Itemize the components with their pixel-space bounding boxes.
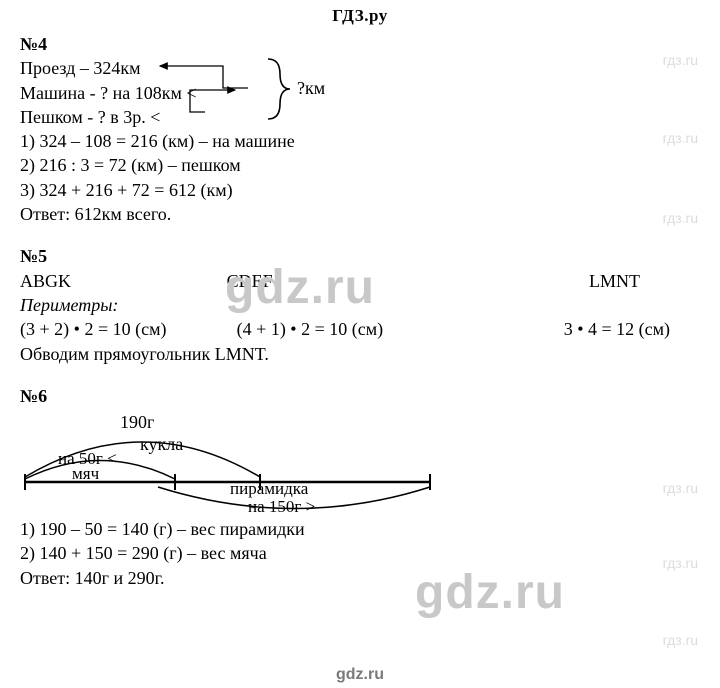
p6-pyramid-rel: на 150г >	[248, 497, 315, 512]
p5-perimeters-label: Периметры:	[20, 293, 700, 317]
problem6-step2: 2) 140 + 150 = 290 (г) – вес мяча	[20, 541, 700, 565]
p6-ball-label: мяч	[72, 464, 100, 483]
problem4-arrows: ?км	[140, 54, 440, 134]
problem4-title: №4	[20, 32, 700, 56]
problem6-diagram: 190г кукла на 50г < мяч пирамидка на 150…	[20, 412, 440, 512]
problem4-step3: 3) 324 + 216 + 72 = 612 (км)	[20, 178, 700, 202]
problem4-body: Проезд – 324км Машина - ? на 108км < Пеш…	[20, 56, 700, 129]
p5-shape1: ABGK	[20, 269, 227, 293]
p5-perim3: 3 • 4 = 12 (см)	[453, 317, 700, 341]
p6-pyramid-label: пирамидка	[230, 479, 309, 498]
footer-watermark: gdz.ru	[0, 666, 720, 684]
watermark-small: гдз.ru	[663, 480, 698, 496]
problem6-step1: 1) 190 – 50 = 140 (г) – вес пирамидки	[20, 517, 700, 541]
problem4-answer: Ответ: 612км всего.	[20, 202, 700, 226]
p5-shape2: CDEF	[227, 269, 434, 293]
p4-l3-label: Пешком - ? в	[20, 107, 123, 127]
problem6-answer: Ответ: 140г и 290г.	[20, 566, 700, 590]
p5-perim2: (4 + 1) • 2 = 10 (см)	[237, 317, 454, 341]
p6-doll-weight: 190г	[120, 412, 154, 432]
p4-question: ?км	[297, 78, 325, 98]
p5-perim1: (3 + 2) • 2 = 10 (см)	[20, 317, 237, 341]
watermark-small: гдз.ru	[663, 632, 698, 648]
problem4-step2: 2) 216 : 3 = 72 (км) – пешком	[20, 153, 700, 177]
p6-doll-label: кукла	[140, 434, 183, 454]
problem6-title: №6	[20, 384, 700, 408]
problem5-perimeters-row: (3 + 2) • 2 = 10 (см) (4 + 1) • 2 = 10 (…	[20, 317, 700, 341]
problem5-title: №5	[20, 244, 700, 268]
problem5-shapes-row: ABGK CDEF LMNT	[20, 269, 700, 293]
p5-conclusion: Обводим прямоугольник LMNT.	[20, 342, 700, 366]
p4-l2-label: Машина - ? на	[20, 83, 135, 103]
page-header: ГДЗ.ру	[20, 0, 700, 26]
p4-l1-label: Проезд –	[20, 58, 93, 78]
p5-shape3: LMNT	[433, 269, 700, 293]
p4-l1-value: 324км	[93, 58, 140, 78]
